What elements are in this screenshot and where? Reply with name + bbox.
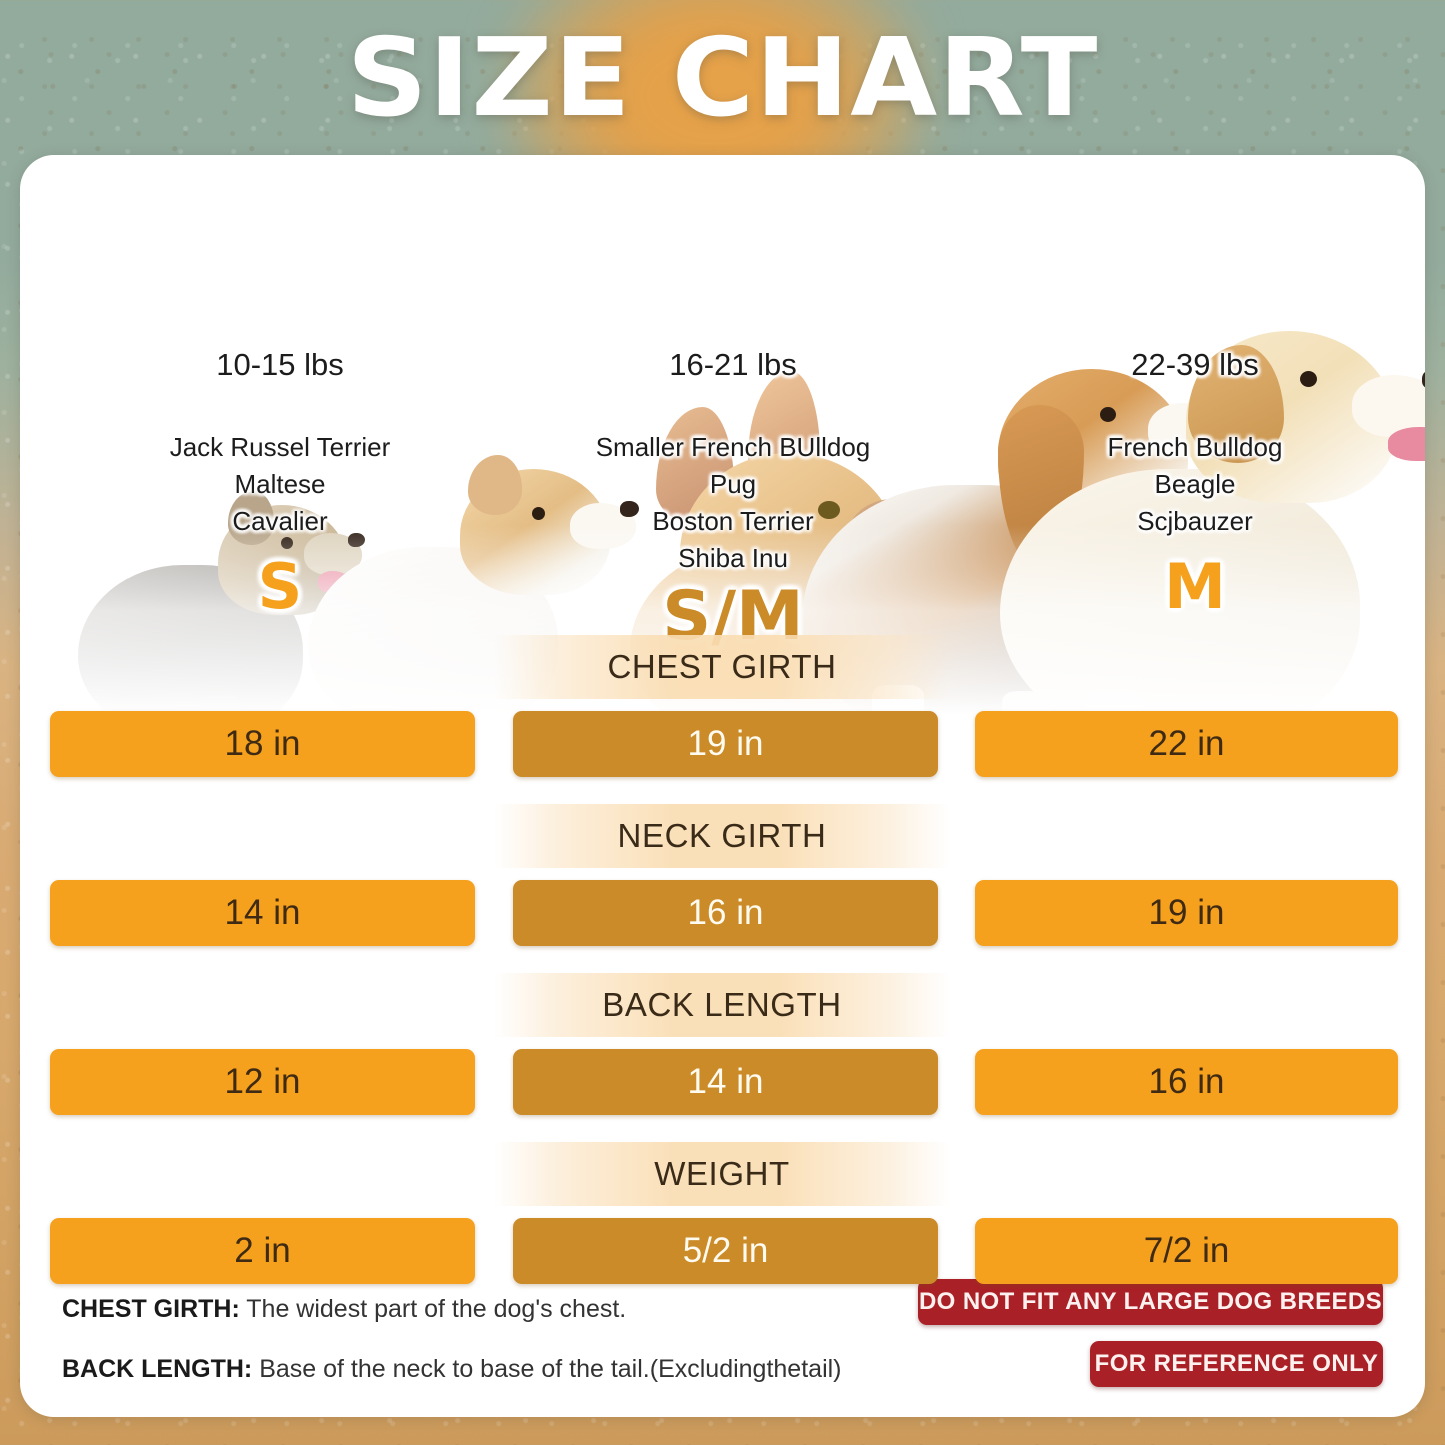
weight-range-3: 22-39 lbs xyxy=(1131,347,1259,382)
size-column-2: 16-21 lbs Smaller French BUlldog Pug Bos… xyxy=(533,347,933,651)
badge-reference-only: FOR REFERENCE ONLY xyxy=(1090,1341,1383,1387)
breed-item: Maltese xyxy=(234,468,326,499)
size-column-3: 22-39 lbs French Bulldog Beagle Scjbauze… xyxy=(1005,347,1385,618)
size-column-1: 10-15 lbs Jack Russel Terrier Maltese Ca… xyxy=(90,347,470,618)
row-bars: 12 in 14 in 16 in xyxy=(20,1049,1425,1115)
footer: CHEST GIRTH: The widest part of the dog'… xyxy=(20,1267,1425,1417)
measurement-row-chest-girth: CHEST GIRTH 18 in 19 in 22 in xyxy=(20,635,1425,804)
weight-range-2: 16-21 lbs xyxy=(669,347,797,382)
value-bar-neck-s: 14 in xyxy=(50,880,475,946)
note-text: Base of the neck to base of the tail.(Ex… xyxy=(252,1355,842,1383)
badge-no-large-breeds: DO NOT FIT ANY LARGE DOG BREEDS xyxy=(918,1279,1383,1325)
value-bar-chest-m: 22 in xyxy=(975,711,1398,777)
note-text: The widest part of the dog's chest. xyxy=(239,1295,627,1323)
breed-item: Pug xyxy=(709,468,757,499)
row-label-weight: WEIGHT xyxy=(494,1142,950,1206)
row-label-chest-girth: CHEST GIRTH xyxy=(494,635,950,699)
row-label-back-length: BACK LENGTH xyxy=(494,973,950,1037)
measurement-row-back-length: BACK LENGTH 12 in 14 in 16 in xyxy=(20,973,1425,1142)
breed-item: Smaller French BUlldog xyxy=(595,432,871,462)
value-bar-weight-sm: 5/2 in xyxy=(513,1218,938,1284)
breed-item: Scjbauzer xyxy=(1137,505,1253,536)
measurement-rows: CHEST GIRTH 18 in 19 in 22 in NECK GIRTH… xyxy=(20,635,1425,1311)
dog-illustration-band xyxy=(20,155,1425,715)
row-label-neck-girth: NECK GIRTH xyxy=(494,804,950,868)
size-letter-3: M xyxy=(1164,549,1226,623)
value-bar-neck-m: 19 in xyxy=(975,880,1398,946)
value-bar-weight-s: 2 in xyxy=(50,1218,475,1284)
breed-item: French Bulldog xyxy=(1107,432,1283,462)
breed-list-2: Smaller French BUlldog Pug Boston Terrie… xyxy=(533,429,933,577)
size-chart-card: 10-15 lbs Jack Russel Terrier Maltese Ca… xyxy=(20,155,1425,1417)
note-lead: CHEST GIRTH: xyxy=(62,1295,240,1323)
value-bar-chest-s: 18 in xyxy=(50,711,475,777)
measurement-row-neck-girth: NECK GIRTH 14 in 16 in 19 in xyxy=(20,804,1425,973)
note-chest-girth: CHEST GIRTH: The widest part of the dog'… xyxy=(62,1295,626,1324)
value-bar-weight-m: 7/2 in xyxy=(975,1218,1398,1284)
row-bars: 18 in 19 in 22 in xyxy=(20,711,1425,777)
row-bars: 14 in 16 in 19 in xyxy=(20,880,1425,946)
breed-list-1: Jack Russel Terrier Maltese Cavalier xyxy=(90,429,470,540)
note-back-length: BACK LENGTH: Base of the neck to base of… xyxy=(62,1355,842,1384)
row-bars: 2 in 5/2 in 7/2 in xyxy=(20,1218,1425,1284)
page-title: SIZE CHART xyxy=(346,16,1099,141)
size-letter-1: S xyxy=(257,549,303,623)
value-bar-back-sm: 14 in xyxy=(513,1049,938,1115)
breed-item: Beagle xyxy=(1154,468,1236,499)
value-bar-back-s: 12 in xyxy=(50,1049,475,1115)
breed-item: Shiba Inu xyxy=(678,542,788,573)
breed-item: Jack Russel Terrier xyxy=(169,432,391,462)
value-bar-neck-sm: 16 in xyxy=(513,880,938,946)
value-bar-chest-sm: 19 in xyxy=(513,711,938,777)
breed-list-3: French Bulldog Beagle Scjbauzer xyxy=(1005,429,1385,540)
note-lead: BACK LENGTH: xyxy=(62,1355,253,1383)
breed-item: Cavalier xyxy=(232,505,328,536)
breed-item: Boston Terrier xyxy=(652,505,814,536)
value-bar-back-m: 16 in xyxy=(975,1049,1398,1115)
weight-range-1: 10-15 lbs xyxy=(216,347,344,382)
